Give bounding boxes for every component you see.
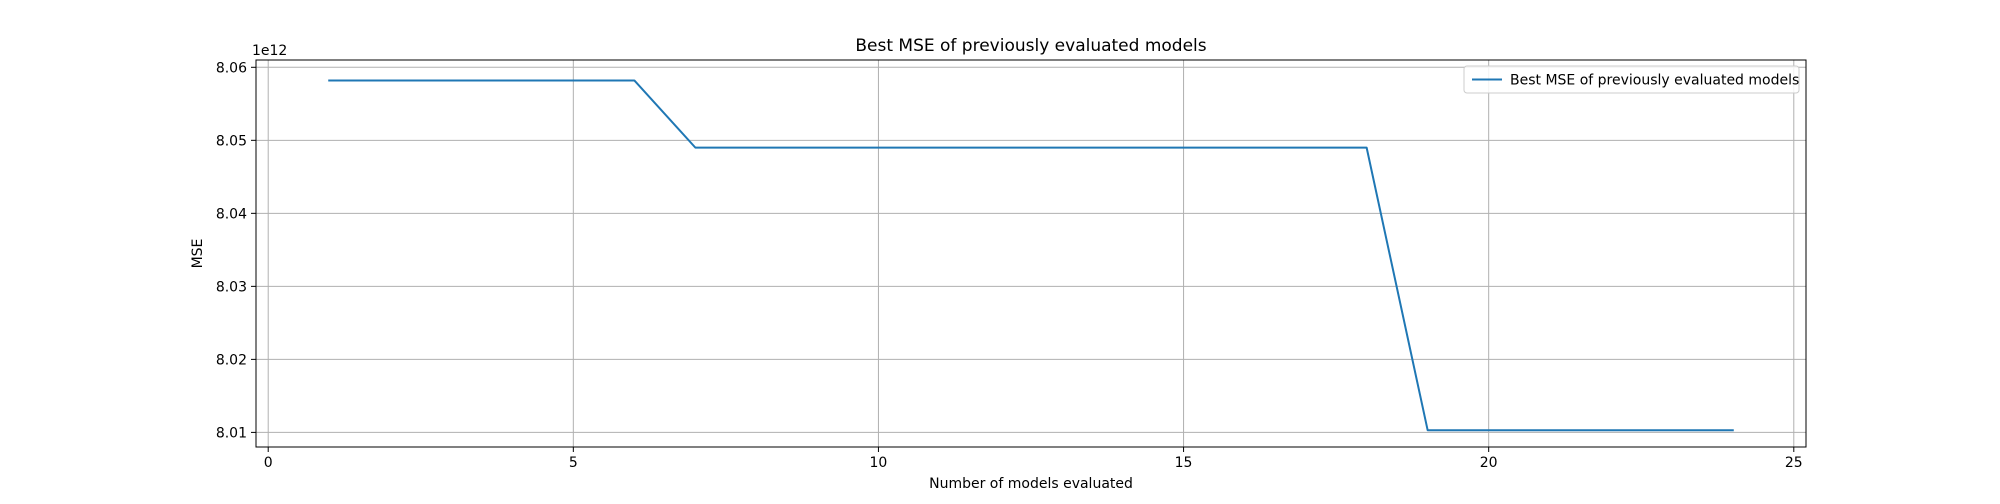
y-tick-label: 8.03 bbox=[216, 279, 247, 295]
axes-frame bbox=[255, 59, 1807, 448]
series-layer bbox=[328, 79, 1734, 432]
y-tick-label: 8.06 bbox=[216, 60, 247, 76]
x-axis-label: Number of models evaluated bbox=[929, 476, 1133, 492]
tick-layer: 0 5 10 15 20 25 8.01 8.02 8.03 8.04 8.05 8.06 bbox=[216, 60, 1803, 471]
y-axis-offset-text: 1e12 bbox=[252, 43, 287, 59]
y-tick-label: 8.02 bbox=[216, 352, 247, 368]
chart-title: Best MSE of previously evaluated models bbox=[855, 36, 1206, 56]
x-tick-label: 25 bbox=[1785, 455, 1803, 471]
x-tick-label: 0 bbox=[264, 455, 273, 471]
legend-box bbox=[1463, 65, 1800, 94]
y-tick-label: 8.04 bbox=[216, 206, 247, 222]
legend-label: Best MSE of previously evaluated models bbox=[1510, 73, 1799, 89]
legend: Best MSE of previously evaluated models bbox=[1463, 65, 1800, 94]
grid-layer bbox=[256, 60, 1806, 447]
x-tick-label: 5 bbox=[569, 455, 578, 471]
y-axis-label: MSE bbox=[190, 239, 206, 269]
series-line bbox=[328, 79, 1734, 432]
y-tick-label: 8.05 bbox=[216, 133, 247, 149]
x-tick-label: 10 bbox=[870, 455, 888, 471]
x-tick-label: 15 bbox=[1175, 455, 1193, 471]
x-tick-label: 20 bbox=[1480, 455, 1498, 471]
y-tick-label: 8.01 bbox=[216, 425, 247, 441]
